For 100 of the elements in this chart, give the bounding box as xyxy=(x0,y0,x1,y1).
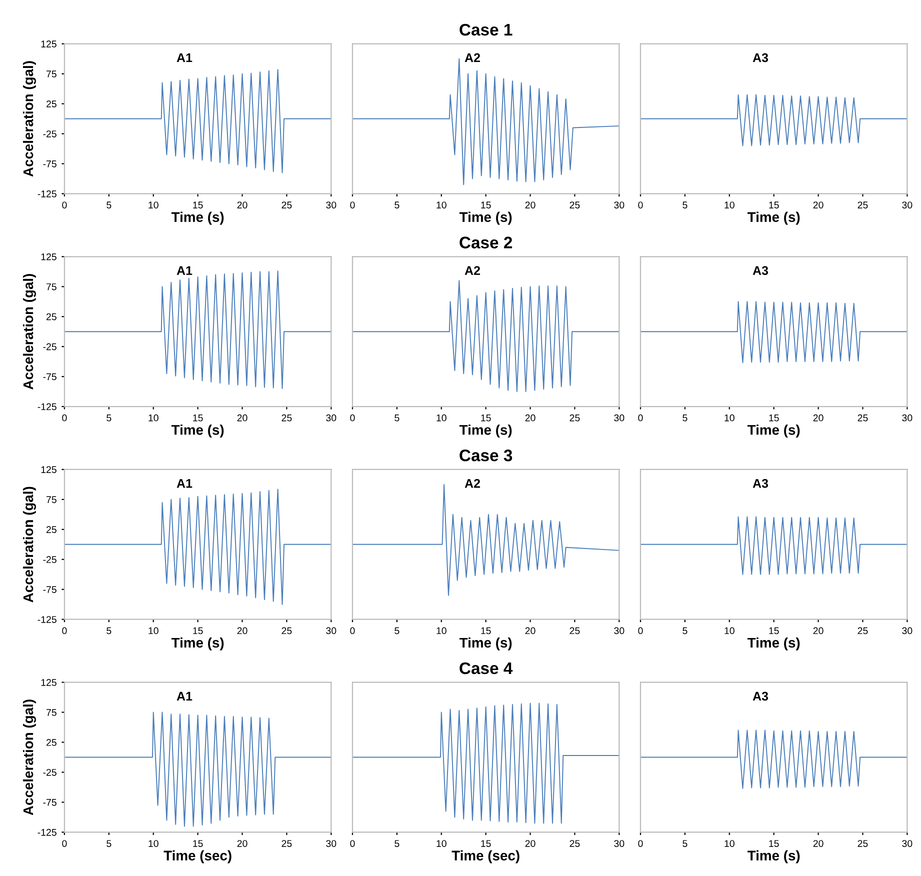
x-axis-title: Time (sec) xyxy=(164,850,232,864)
x-tick-label: 15 xyxy=(193,202,203,208)
y-axis-title: Acceleration (gal) xyxy=(22,274,36,390)
x-tick-label: 0 xyxy=(62,414,67,422)
annotation: A1 xyxy=(176,692,192,701)
x-tick-label: 30 xyxy=(326,202,336,208)
x-axis-title: Time (s) xyxy=(748,424,800,438)
x-tick-label: 25 xyxy=(858,840,868,847)
x-tick-label: 25 xyxy=(570,202,580,208)
x-tick-label: 5 xyxy=(394,414,400,422)
x-tick-label: 5 xyxy=(106,627,112,634)
y-tick-label: -125 xyxy=(38,828,56,836)
x-tick-label: 15 xyxy=(481,414,491,422)
x-tick-label: 25 xyxy=(282,414,292,422)
x-tick-label: 5 xyxy=(106,414,112,422)
x-tick-label: 15 xyxy=(193,840,203,847)
x-tick-label: 0 xyxy=(350,414,355,422)
x-tick-label: 0 xyxy=(638,840,643,847)
y-tick-label: 75 xyxy=(46,709,56,716)
x-tick-label: 25 xyxy=(858,202,868,208)
x-tick-label: 10 xyxy=(436,414,446,422)
x-tick-label: 10 xyxy=(436,627,446,634)
x-tick-label: 0 xyxy=(350,840,355,847)
x-tick-label: 30 xyxy=(326,414,336,422)
x-tick-label: 15 xyxy=(481,202,491,208)
x-tick-label: 30 xyxy=(326,840,336,847)
x-tick-label: 30 xyxy=(614,202,624,208)
y-tick-label: 125 xyxy=(41,40,56,48)
annotation: A2 xyxy=(464,53,480,62)
chart-title: Case 4 xyxy=(460,662,513,674)
x-tick-label: 10 xyxy=(148,627,158,634)
x-tick-label: 0 xyxy=(62,202,67,208)
y-tick-label: 25 xyxy=(46,526,56,534)
line-series xyxy=(64,69,332,174)
x-tick-label: 15 xyxy=(193,414,203,422)
x-tick-label: 0 xyxy=(62,840,67,847)
line-series xyxy=(64,712,332,827)
x-tick-label: 30 xyxy=(614,414,624,422)
x-tick-label: 10 xyxy=(724,627,734,634)
x-tick-label: 10 xyxy=(724,840,734,847)
annotation: A1 xyxy=(176,53,192,62)
x-tick-label: 10 xyxy=(148,414,158,422)
annotation: A3 xyxy=(752,478,768,488)
x-tick-label: 5 xyxy=(106,840,112,847)
x-axis-title: Time (s) xyxy=(748,212,800,225)
x-tick-label: 20 xyxy=(525,840,536,847)
x-tick-label: 5 xyxy=(682,202,688,208)
x-tick-label: 25 xyxy=(282,840,292,847)
y-tick-label: -25 xyxy=(43,768,56,776)
x-tick-label: 5 xyxy=(394,840,400,847)
x-tick-label: 15 xyxy=(481,627,491,634)
x-tick-label: 20 xyxy=(813,840,824,847)
line-series xyxy=(64,488,332,605)
annotation: A3 xyxy=(752,692,768,701)
x-tick-label: 0 xyxy=(350,202,355,208)
x-tick-label: 25 xyxy=(570,627,580,634)
x-tick-label: 25 xyxy=(570,840,580,847)
x-axis-title: Time (s) xyxy=(171,212,224,225)
x-tick-label: 25 xyxy=(282,202,292,208)
x-tick-label: 20 xyxy=(813,414,824,422)
x-tick-label: 0 xyxy=(62,627,67,634)
x-tick-label: 20 xyxy=(525,202,536,208)
x-axis-title: Time (s) xyxy=(171,637,224,650)
x-tick-label: 5 xyxy=(682,627,688,634)
y-tick-label: 125 xyxy=(41,466,56,474)
x-tick-label: 20 xyxy=(237,414,248,422)
x-tick-label: 5 xyxy=(682,840,688,847)
x-axis-title: Time (s) xyxy=(459,424,512,438)
y-tick-label: -75 xyxy=(43,586,56,594)
y-axis-title: Acceleration (gal) xyxy=(22,61,36,177)
y-tick-label: -25 xyxy=(43,130,56,138)
x-tick-label: 15 xyxy=(193,627,203,634)
annotation: A2 xyxy=(464,478,480,488)
x-tick-label: 0 xyxy=(638,414,643,422)
y-tick-label: 75 xyxy=(46,283,56,290)
annotation: A1 xyxy=(176,266,192,275)
y-tick-label: 25 xyxy=(46,313,56,320)
x-axis-title: Time (s) xyxy=(459,212,512,225)
annotation: A2 xyxy=(464,266,480,275)
x-tick-label: 15 xyxy=(769,414,779,422)
x-tick-label: 5 xyxy=(106,202,112,208)
x-tick-label: 10 xyxy=(724,202,734,208)
y-tick-label: 125 xyxy=(41,253,56,260)
x-tick-label: 25 xyxy=(570,414,580,422)
y-tick-label: -125 xyxy=(38,616,56,623)
x-tick-label: 30 xyxy=(902,627,912,634)
x-tick-label: 20 xyxy=(813,202,824,208)
x-tick-label: 0 xyxy=(638,627,643,634)
y-tick-label: 75 xyxy=(46,70,56,78)
y-tick-label: -125 xyxy=(38,403,56,410)
x-tick-label: 0 xyxy=(638,202,643,208)
annotation: A1 xyxy=(176,479,192,488)
x-tick-label: 20 xyxy=(237,627,248,634)
y-axis-title: Acceleration (gal) xyxy=(22,486,36,602)
annotation: A3 xyxy=(752,53,768,62)
x-tick-label: 15 xyxy=(769,627,779,634)
y-tick-label: 25 xyxy=(46,100,56,108)
x-tick-label: 20 xyxy=(525,414,536,422)
annotation: A3 xyxy=(752,266,768,275)
chart-title: Case 2 xyxy=(460,236,512,248)
